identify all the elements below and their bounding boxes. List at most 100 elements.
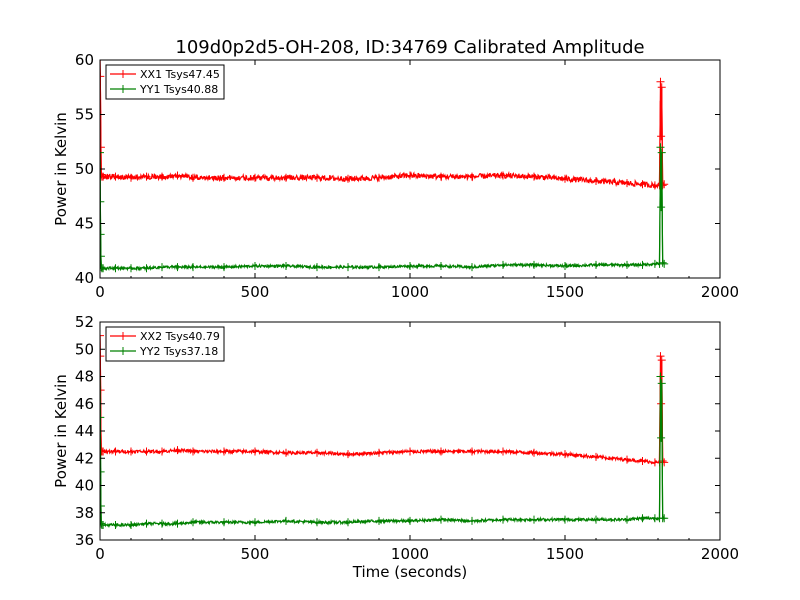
y-tick-label: 60 bbox=[75, 51, 94, 69]
data-marker bbox=[100, 148, 104, 157]
data-marker bbox=[437, 515, 445, 524]
data-marker bbox=[623, 260, 631, 269]
legend: XX1 Tsys47.45 YY1 Tsys40.88 bbox=[105, 64, 225, 100]
data-marker bbox=[638, 456, 647, 465]
series-line-1 bbox=[100, 60, 665, 190]
chart-panel-2: 0 500 1000 1500 2000 36 38 40 42 44 46 48 50 52 Power … bbox=[52, 313, 739, 563]
data-marker bbox=[313, 173, 321, 182]
legend-entry-label: YY1 Tsys40.88 bbox=[139, 83, 218, 96]
data-marker bbox=[158, 519, 166, 528]
data-marker bbox=[592, 176, 600, 185]
data-marker bbox=[530, 172, 538, 181]
legend-swatch-marker bbox=[119, 332, 127, 340]
legend-entry-label: YY2 Tsys37.18 bbox=[139, 345, 218, 358]
data-marker bbox=[437, 262, 445, 271]
y-axis-label: Power in Kelvin bbox=[52, 374, 70, 488]
y-tick-label: 46 bbox=[75, 395, 94, 413]
data-marker bbox=[313, 448, 321, 457]
data-marker bbox=[638, 260, 647, 269]
data-marker bbox=[530, 448, 538, 457]
data-marker bbox=[220, 518, 228, 527]
legend-entry-label: XX2 Tsys40.79 bbox=[140, 330, 220, 343]
data-marker bbox=[251, 262, 259, 271]
series-line-2 bbox=[100, 151, 665, 272]
legend-swatch-marker bbox=[119, 347, 127, 355]
data-marker bbox=[561, 262, 569, 271]
data-marker bbox=[173, 519, 182, 528]
data-marker bbox=[251, 173, 259, 182]
data-marker bbox=[220, 447, 228, 456]
data-marker bbox=[173, 263, 182, 272]
data-marker bbox=[623, 515, 631, 524]
data-marker bbox=[282, 262, 290, 271]
data-marker bbox=[313, 518, 321, 527]
legend-entry-label: XX1 Tsys47.45 bbox=[140, 68, 220, 81]
x-tick-label: 2000 bbox=[701, 545, 739, 563]
data-marker bbox=[111, 172, 120, 181]
data-marker bbox=[344, 174, 352, 183]
data-marker bbox=[468, 263, 476, 272]
y-tick-label: 50 bbox=[75, 160, 94, 178]
y-tick-label: 55 bbox=[75, 106, 94, 124]
legend: XX2 Tsys40.79 YY2 Tsys37.18 bbox=[105, 326, 225, 362]
data-marker bbox=[468, 172, 476, 181]
x-tick-label: 2000 bbox=[701, 283, 739, 301]
data-marker bbox=[220, 263, 228, 272]
y-tick-label: 38 bbox=[75, 504, 94, 522]
series-line-2 bbox=[100, 376, 665, 529]
data-marker bbox=[251, 518, 259, 527]
x-axis-label: Time (seconds) bbox=[352, 563, 468, 581]
figure-title: 109d0p2d5-OH-208, ID:34769 Calibrated Am… bbox=[175, 37, 644, 58]
data-marker bbox=[638, 514, 647, 523]
data-marker bbox=[623, 179, 631, 188]
data-marker bbox=[499, 260, 507, 269]
legend-box bbox=[105, 326, 225, 362]
data-marker bbox=[530, 515, 538, 524]
data-marker bbox=[561, 450, 569, 459]
series-spike-end bbox=[658, 81, 665, 187]
data-marker bbox=[406, 516, 414, 525]
data-marker bbox=[158, 263, 166, 272]
data-marker bbox=[344, 450, 352, 459]
data-marker bbox=[173, 446, 182, 455]
y-tick-label: 48 bbox=[75, 368, 94, 386]
data-marker bbox=[468, 516, 476, 525]
data-marker bbox=[127, 447, 135, 456]
x-tick-label: 0 bbox=[95, 283, 105, 301]
legend-swatch-marker bbox=[119, 70, 127, 78]
legend-box bbox=[105, 64, 225, 100]
data-marker bbox=[313, 263, 321, 272]
y-tick-label: 40 bbox=[75, 269, 94, 287]
data-marker bbox=[499, 171, 507, 180]
data-marker bbox=[142, 519, 151, 528]
y-tick-label: 40 bbox=[75, 477, 94, 495]
data-marker bbox=[375, 516, 383, 525]
data-marker bbox=[282, 516, 290, 525]
data-marker bbox=[127, 521, 135, 530]
data-marker bbox=[142, 447, 151, 456]
y-tick-label: 50 bbox=[75, 340, 94, 358]
data-marker bbox=[111, 521, 120, 530]
data-marker bbox=[111, 447, 120, 456]
series-1-2 bbox=[100, 143, 669, 273]
data-marker bbox=[282, 173, 290, 182]
chart-panel-1: 0 500 1000 1500 2000 40 45 50 55 60 Power in Kelvi… bbox=[52, 51, 739, 301]
legend-swatch-marker bbox=[119, 85, 127, 93]
x-tick-label: 500 bbox=[241, 283, 270, 301]
data-marker bbox=[561, 174, 569, 183]
data-marker bbox=[142, 172, 151, 181]
data-marker bbox=[173, 171, 182, 180]
data-marker bbox=[406, 447, 414, 456]
data-marker bbox=[375, 263, 383, 272]
data-marker bbox=[158, 447, 166, 456]
data-marker bbox=[111, 264, 120, 273]
data-marker bbox=[375, 173, 383, 182]
series-1-1 bbox=[100, 60, 669, 190]
data-marker bbox=[100, 331, 104, 340]
series-spike-end bbox=[658, 147, 665, 265]
data-marker bbox=[499, 515, 507, 524]
data-marker bbox=[344, 263, 352, 272]
data-marker bbox=[530, 260, 538, 269]
data-marker bbox=[375, 448, 383, 457]
data-marker bbox=[220, 173, 228, 182]
